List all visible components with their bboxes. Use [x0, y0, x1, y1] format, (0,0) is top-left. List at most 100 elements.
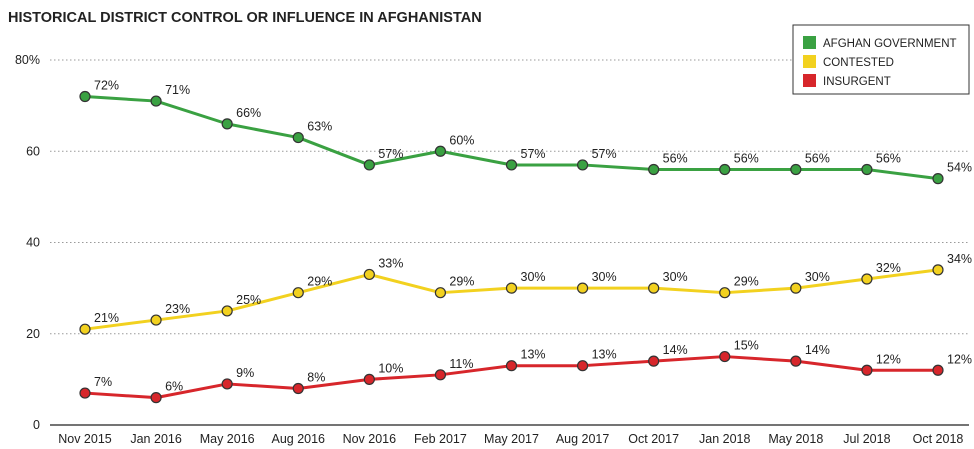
x-tick-label: May 2018 — [768, 432, 823, 446]
data-point-afghan-government — [505, 159, 518, 171]
data-point-contested — [221, 305, 233, 317]
data-point-contested — [790, 282, 802, 294]
x-tick-label: Jul 2018 — [843, 432, 890, 446]
data-point-insurgent — [292, 382, 304, 395]
legend: AFGHAN GOVERNMENT CONTESTED INSURGENT — [792, 24, 970, 95]
x-tick-label: Oct 2018 — [913, 432, 964, 446]
data-point-contested — [79, 323, 91, 335]
data-label-insurgent: 12% — [947, 352, 972, 366]
data-point-insurgent — [150, 392, 162, 404]
data-label-insurgent: 15% — [734, 339, 759, 353]
y-tick-label: 40 — [26, 236, 40, 250]
series-contested: 21% 23% 25% 29% 33% 29% 30% 30% 30% 29% 30% 32% 34% — [79, 252, 972, 335]
legend-swatch-insurgent — [803, 74, 816, 87]
data-point-insurgent — [790, 355, 802, 367]
data-point-contested — [150, 314, 162, 326]
x-tick-label: Nov 2015 — [58, 432, 112, 446]
data-label-contested: 30% — [592, 270, 617, 284]
data-label-contested: 30% — [663, 270, 688, 284]
data-point-insurgent — [79, 387, 91, 399]
x-tick-label: May 2017 — [484, 432, 539, 446]
data-point-afghan-government — [719, 163, 731, 176]
y-tick-label: 20 — [26, 327, 40, 341]
x-tick-label: Aug 2016 — [271, 432, 325, 446]
data-label-insurgent: 13% — [592, 348, 617, 362]
data-label-contested: 23% — [165, 302, 190, 316]
x-tick-label: Jan 2018 — [699, 432, 750, 446]
data-point-afghan-government — [932, 173, 944, 185]
data-label-contested: 29% — [307, 275, 332, 289]
x-tick-label: Aug 2017 — [556, 432, 610, 446]
legend-swatch-contested — [803, 55, 816, 68]
data-point-afghan-government — [150, 95, 162, 107]
data-label-contested: 33% — [378, 256, 403, 270]
x-tick-label: Nov 2016 — [343, 432, 397, 446]
data-point-insurgent — [363, 373, 375, 385]
data-label-insurgent: 12% — [876, 352, 901, 366]
data-point-afghan-government — [648, 163, 660, 176]
data-label-afghan-government: 63% — [307, 120, 332, 134]
data-label-insurgent: 11% — [449, 357, 473, 371]
data-point-insurgent — [861, 364, 873, 376]
data-label-contested: 25% — [236, 293, 261, 307]
data-label-insurgent: 13% — [521, 348, 546, 362]
data-point-afghan-government — [434, 145, 447, 157]
chart-title: HISTORICAL DISTRICT CONTROL OR INFLUENCE… — [8, 10, 482, 26]
data-label-afghan-government: 60% — [449, 133, 474, 147]
x-tick-label: May 2016 — [200, 432, 255, 446]
data-label-insurgent: 14% — [663, 343, 688, 357]
data-label-afghan-government: 71% — [165, 83, 190, 97]
data-point-insurgent — [434, 369, 447, 381]
data-label-insurgent: 14% — [805, 343, 830, 357]
data-point-insurgent — [719, 350, 731, 363]
data-point-contested — [932, 264, 944, 276]
data-point-contested — [292, 287, 304, 299]
data-point-afghan-government — [363, 159, 375, 171]
y-tick-label: 80% — [15, 53, 40, 67]
data-point-afghan-government — [292, 131, 304, 144]
data-label-afghan-government: 57% — [521, 147, 546, 161]
data-point-contested — [434, 287, 447, 299]
data-label-insurgent: 6% — [165, 380, 183, 394]
x-tick-label: Feb 2017 — [414, 432, 467, 446]
data-label-afghan-government: 57% — [378, 147, 403, 161]
data-point-contested — [576, 282, 589, 294]
x-tick-label: Jan 2016 — [130, 432, 181, 446]
data-label-contested: 29% — [734, 275, 759, 289]
data-point-insurgent — [648, 355, 660, 367]
data-label-afghan-government: 56% — [663, 152, 688, 166]
series-afghan-government: 72% 71% 66% 63% 57% 60% 57% 57% 56% 56% 56% 56% 54% — [79, 79, 972, 185]
data-point-insurgent — [221, 378, 233, 390]
data-point-contested — [861, 273, 873, 285]
data-label-afghan-government: 66% — [236, 106, 261, 120]
data-label-contested: 29% — [449, 275, 474, 289]
data-point-afghan-government — [790, 163, 802, 176]
data-point-contested — [363, 268, 375, 281]
data-point-afghan-government — [221, 118, 233, 130]
data-label-contested: 30% — [805, 270, 830, 284]
y-tick-label: 0 — [33, 418, 40, 432]
legend-box — [792, 24, 970, 95]
series-insurgent: 7% 6% 9% 8% 10% 11% 13% 13% 14% 15% 14% 12% 12% — [79, 339, 972, 404]
data-label-contested: 34% — [947, 252, 972, 266]
legend-label-afghan-government: AFGHAN GOVERNMENT — [823, 38, 957, 50]
legend-swatch-afghan-government — [803, 36, 816, 49]
data-point-afghan-government — [861, 163, 873, 176]
data-point-contested — [719, 287, 731, 299]
data-point-insurgent — [576, 360, 589, 372]
data-label-contested: 21% — [94, 311, 119, 325]
data-label-insurgent: 9% — [236, 366, 254, 380]
x-tick-label: Oct 2017 — [628, 432, 679, 446]
data-label-insurgent: 10% — [378, 361, 403, 375]
legend-label-contested: CONTESTED — [823, 57, 894, 69]
data-label-afghan-government: 54% — [947, 161, 972, 175]
data-point-contested — [648, 282, 660, 294]
data-point-contested — [505, 282, 518, 294]
data-point-insurgent — [505, 360, 518, 372]
data-point-afghan-government — [576, 159, 589, 171]
data-label-afghan-government: 56% — [876, 152, 901, 166]
data-point-insurgent — [932, 364, 944, 376]
data-point-afghan-government — [79, 90, 91, 103]
data-label-insurgent: 7% — [94, 375, 112, 389]
